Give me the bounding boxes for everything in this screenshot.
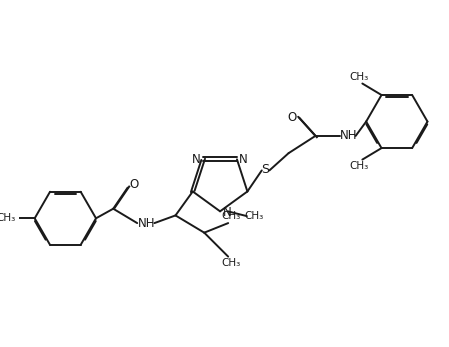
Text: CH₃: CH₃ xyxy=(244,211,263,221)
Text: O: O xyxy=(130,178,139,191)
Text: N: N xyxy=(192,153,201,166)
Text: NH: NH xyxy=(340,129,358,142)
Text: CH₃: CH₃ xyxy=(350,72,369,82)
Text: O: O xyxy=(288,111,297,124)
Text: CH₃: CH₃ xyxy=(0,213,16,223)
Text: CH₃: CH₃ xyxy=(350,161,369,171)
Text: N: N xyxy=(223,206,232,219)
Text: N: N xyxy=(239,153,248,166)
Text: NH: NH xyxy=(138,217,155,230)
Text: CH₃: CH₃ xyxy=(221,258,241,268)
Text: CH₃: CH₃ xyxy=(221,211,241,221)
Text: S: S xyxy=(262,163,269,176)
